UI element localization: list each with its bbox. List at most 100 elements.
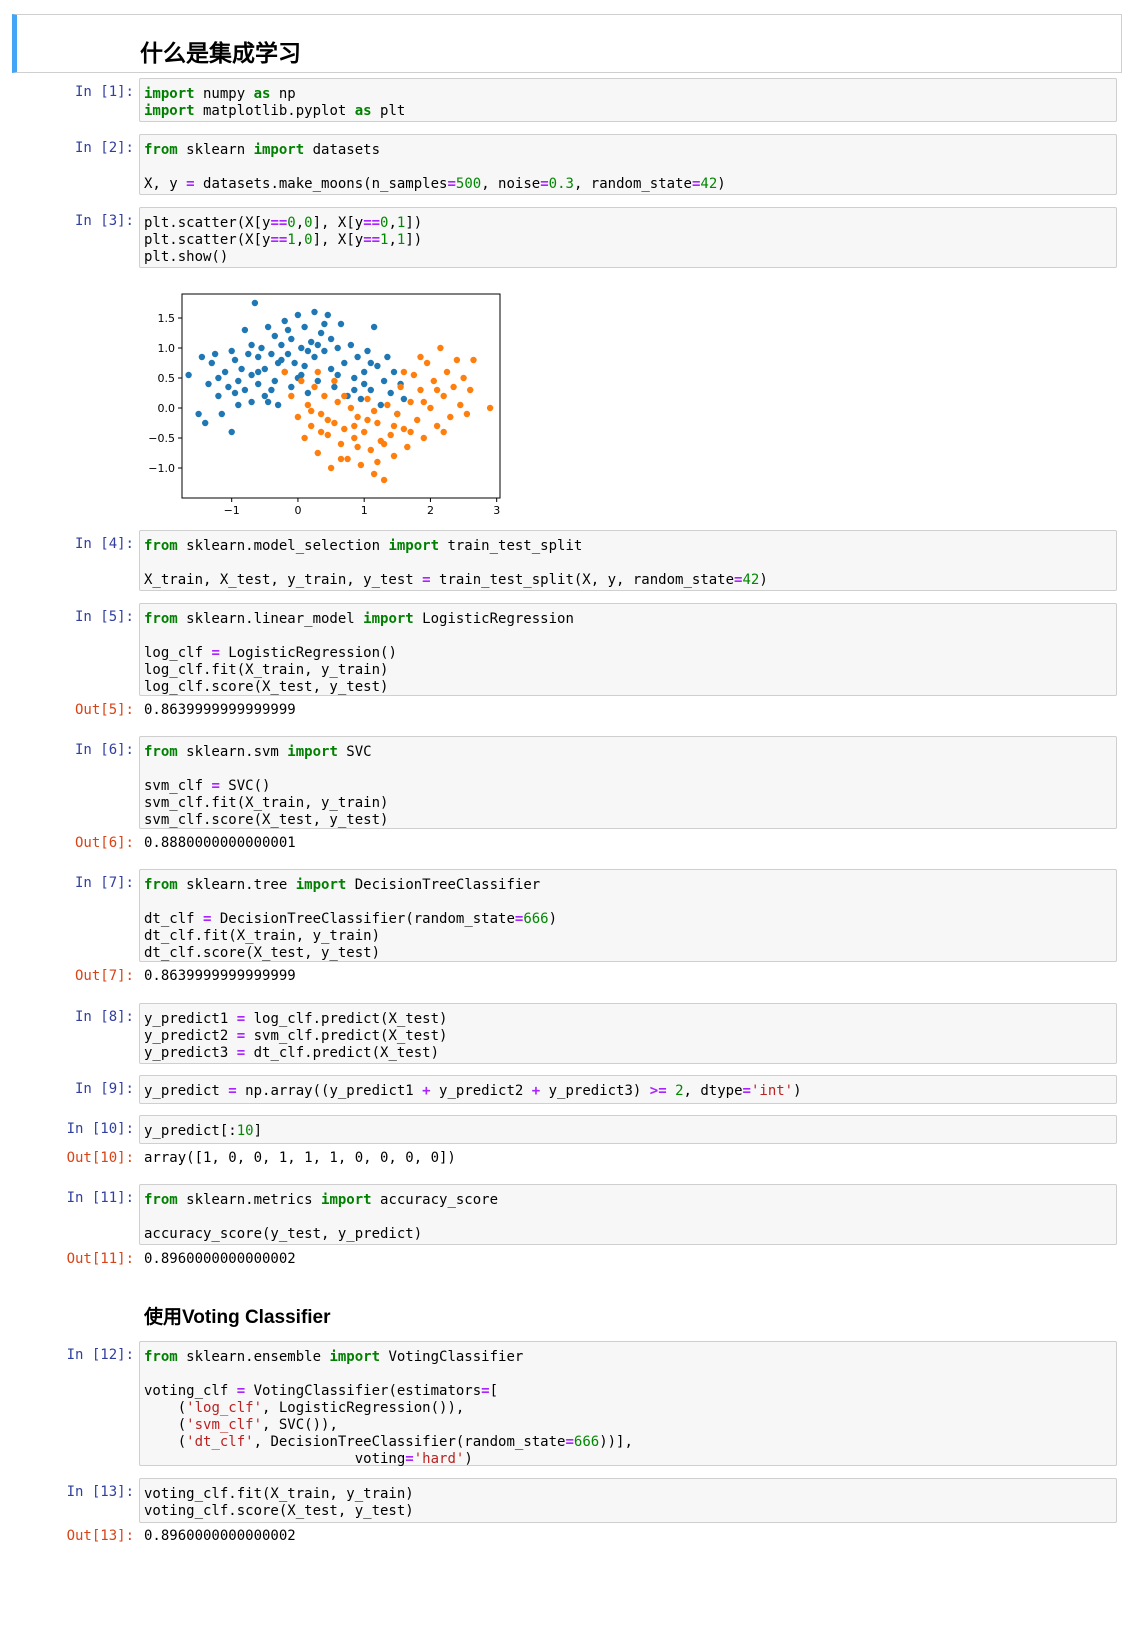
code-cell-13[interactable]: voting_clf.fit(X_train, y_train) voting_… bbox=[139, 1478, 1117, 1523]
scatter-point-class-0 bbox=[301, 323, 308, 331]
scatter-point-class-0 bbox=[211, 350, 219, 358]
section-heading: 使用Voting Classifier bbox=[144, 1307, 331, 1328]
code-cell-12[interactable]: from sklearn.ensemble import VotingClass… bbox=[139, 1341, 1117, 1467]
scatter-point-class-0 bbox=[351, 386, 358, 394]
in-prompt: In [5]: bbox=[74, 609, 134, 625]
scatter-point-class-1 bbox=[404, 443, 411, 451]
in-prompt: In [6]: bbox=[74, 742, 134, 758]
scatter-point-class-0 bbox=[308, 338, 315, 346]
in-prompt: In [10]: bbox=[66, 1121, 134, 1137]
scatter-point-class-1 bbox=[423, 359, 431, 367]
y-tick-label: −0.5 bbox=[148, 432, 175, 445]
scatter-point-class-1 bbox=[467, 386, 474, 394]
scatter-point-class-0 bbox=[202, 419, 209, 427]
scatter-point-class-1 bbox=[347, 404, 355, 412]
scatter-point-class-0 bbox=[334, 371, 341, 379]
scatter-point-class-0 bbox=[367, 359, 374, 367]
scatter-point-class-0 bbox=[377, 401, 384, 409]
scatter-point-class-0 bbox=[261, 392, 268, 400]
scatter-point-class-0 bbox=[298, 344, 305, 352]
code-cell-4[interactable]: from sklearn.model_selection import trai… bbox=[139, 530, 1117, 591]
scatter-point-class-0 bbox=[241, 386, 249, 394]
scatter-point-class-0 bbox=[271, 332, 278, 340]
scatter-point-class-1 bbox=[370, 470, 378, 478]
scatter-point-class-0 bbox=[221, 368, 229, 376]
scatter-point-class-1 bbox=[417, 386, 424, 394]
scatter-point-class-1 bbox=[463, 410, 471, 418]
scatter-point-class-0 bbox=[248, 341, 255, 349]
scatter-point-class-0 bbox=[228, 347, 235, 355]
scatter-point-class-1 bbox=[453, 356, 461, 364]
scatter-point-class-1 bbox=[351, 422, 358, 430]
out-prompt: Out[13]: bbox=[66, 1528, 134, 1544]
in-prompt: In [2]: bbox=[74, 140, 134, 156]
scatter-point-class-1 bbox=[344, 455, 351, 463]
scatter-point-class-0 bbox=[218, 410, 225, 418]
scatter-point-class-1 bbox=[390, 452, 398, 460]
scatter-point-class-0 bbox=[208, 359, 215, 367]
code-cell-11[interactable]: from sklearn.metrics import accuracy_sco… bbox=[139, 1184, 1117, 1245]
scatter-point-class-1 bbox=[370, 407, 378, 415]
scatter-point-class-1 bbox=[281, 368, 288, 376]
scatter-point-class-1 bbox=[294, 413, 302, 421]
scatter-point-class-1 bbox=[311, 383, 318, 391]
in-prompt: In [12]: bbox=[66, 1347, 134, 1363]
scatter-point-class-1 bbox=[314, 449, 321, 457]
code-cell-1[interactable]: import numpy as np import matplotlib.pyp… bbox=[139, 78, 1117, 122]
scatter-point-class-1 bbox=[341, 392, 348, 400]
scatter-point-class-1 bbox=[417, 353, 424, 361]
code-text: y_predict = np.array((y_predict1 + y_pre… bbox=[144, 1083, 802, 1099]
code-cell-6[interactable]: from sklearn.svm import SVC svm_clf = SV… bbox=[139, 736, 1117, 829]
scatter-point-class-1 bbox=[450, 383, 457, 391]
code-text: from sklearn.linear_model import Logisti… bbox=[144, 611, 574, 695]
code-cell-5[interactable]: from sklearn.linear_model import Logisti… bbox=[139, 603, 1117, 696]
code-cell-10[interactable]: y_predict[:10] bbox=[139, 1115, 1117, 1144]
x-tick-label: 1 bbox=[361, 504, 368, 515]
scatter-point-class-0 bbox=[341, 359, 348, 367]
code-text: from sklearn.ensemble import VotingClass… bbox=[144, 1349, 633, 1467]
scatter-point-class-0 bbox=[231, 356, 239, 364]
code-cell-8[interactable]: y_predict1 = log_clf.predict(X_test) y_p… bbox=[139, 1003, 1117, 1064]
scatter-point-class-1 bbox=[457, 401, 464, 409]
scatter-point-class-0 bbox=[185, 371, 192, 379]
scatter-point-class-1 bbox=[380, 440, 388, 448]
scatter-point-class-1 bbox=[443, 368, 451, 376]
scatter-point-class-1 bbox=[427, 404, 434, 412]
cell-output: array([1, 0, 0, 1, 1, 1, 0, 0, 0, 0]) bbox=[144, 1150, 456, 1166]
out-prompt: Out[5]: bbox=[74, 702, 134, 718]
scatter-point-class-0 bbox=[298, 371, 305, 379]
scatter-point-class-0 bbox=[380, 377, 388, 385]
code-text: plt.scatter(X[y==0,0], X[y==0,1]) plt.sc… bbox=[144, 215, 423, 265]
scatter-point-class-0 bbox=[387, 389, 394, 397]
cell-output: 0.8880000000000001 bbox=[144, 835, 296, 851]
scatter-point-class-0 bbox=[317, 329, 325, 337]
scatter-point-class-0 bbox=[235, 377, 242, 385]
scatter-point-class-0 bbox=[357, 395, 365, 403]
scatter-point-class-0 bbox=[251, 299, 259, 307]
plot-frame bbox=[181, 293, 501, 499]
code-cell-3[interactable]: plt.scatter(X[y==0,0], X[y==0,1]) plt.sc… bbox=[139, 207, 1117, 268]
code-cell-9[interactable]: y_predict = np.array((y_predict1 + y_pre… bbox=[139, 1075, 1117, 1104]
scatter-point-class-0 bbox=[278, 341, 285, 349]
scatter-point-class-1 bbox=[430, 377, 437, 385]
scatter-point-class-0 bbox=[284, 326, 292, 334]
scatter-point-class-1 bbox=[304, 401, 312, 409]
scatter-point-class-0 bbox=[400, 395, 408, 403]
y-tick-label: −1.0 bbox=[148, 462, 175, 475]
scatter-point-class-0 bbox=[261, 365, 268, 373]
scatter-point-class-0 bbox=[321, 320, 328, 328]
scatter-point-class-0 bbox=[364, 347, 371, 355]
code-cell-7[interactable]: from sklearn.tree import DecisionTreeCla… bbox=[139, 869, 1117, 962]
scatter-point-class-1 bbox=[394, 410, 401, 418]
code-text: from sklearn import datasets X, y = data… bbox=[144, 142, 726, 192]
y-tick-label: 1.5 bbox=[158, 312, 176, 325]
scatter-point-class-1 bbox=[374, 458, 381, 466]
x-tick-label: −1 bbox=[224, 504, 240, 515]
scatter-point-class-1 bbox=[314, 368, 321, 376]
markdown-cell[interactable] bbox=[12, 14, 1122, 73]
scatter-point-class-1 bbox=[337, 455, 345, 463]
scatter-point-class-0 bbox=[248, 398, 255, 406]
scatter-point-class-0 bbox=[361, 368, 368, 376]
code-cell-2[interactable]: from sklearn import datasets X, y = data… bbox=[139, 134, 1117, 195]
scatter-point-class-1 bbox=[367, 446, 374, 454]
